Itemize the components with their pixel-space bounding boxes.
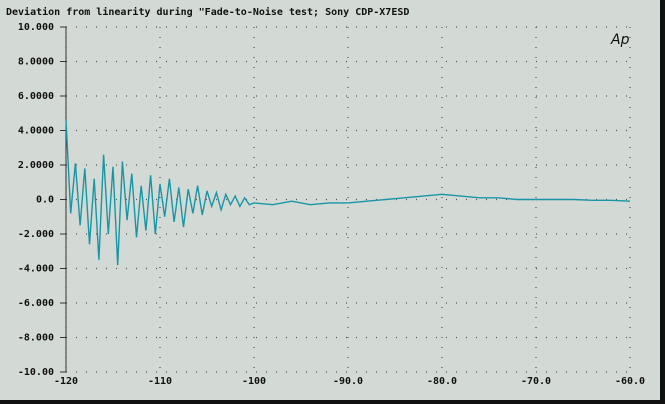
data-line	[65, 120, 631, 266]
chart-title: Deviation from linearity during "Fade-to…	[6, 6, 409, 18]
logo: Ap	[610, 32, 630, 48]
x-tick-label: -70.0	[521, 376, 551, 387]
y-tick-label: 0.0	[36, 195, 54, 206]
x-tick-label: -60.0	[615, 376, 645, 387]
x-tick-label: -110	[148, 376, 172, 387]
y-tick-label: 4.0000	[18, 126, 54, 137]
y-tick-label: -8.000	[18, 333, 54, 344]
y-tick-label: -4.000	[18, 264, 54, 275]
y-tick-label: -6.000	[18, 298, 54, 309]
y-tick-label: -2.000	[18, 229, 54, 240]
x-tick-label: -100	[242, 376, 266, 387]
x-tick-label: -120	[54, 376, 78, 387]
y-tick-label: 2.0000	[18, 160, 54, 171]
x-tick-label: -90.0	[333, 376, 363, 387]
y-tick-label: 8.0000	[18, 57, 54, 68]
y-tick-label: 6.0000	[18, 91, 54, 102]
y-tick-label: -10.00	[18, 367, 54, 378]
x-tick-label: -80.0	[427, 376, 457, 387]
y-tick-label: 10.000	[18, 22, 54, 33]
